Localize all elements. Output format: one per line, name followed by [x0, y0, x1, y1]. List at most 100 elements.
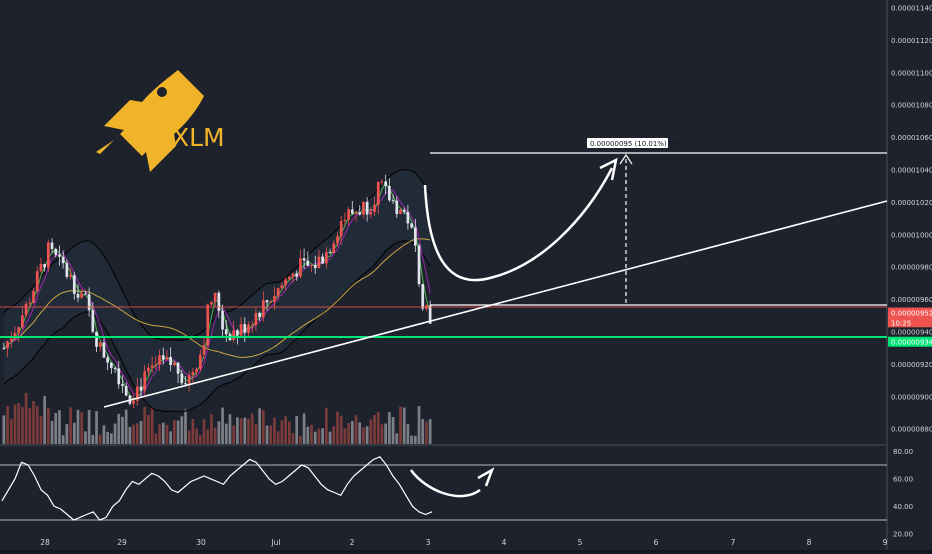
price-tick-label: 0.00000880 — [891, 426, 932, 434]
volume-bar — [343, 428, 347, 444]
volume-bar — [102, 425, 106, 444]
volume-bar — [339, 415, 343, 444]
volume-bar — [202, 419, 206, 444]
candle-body — [254, 312, 258, 325]
candle-body — [191, 371, 195, 376]
volume-bar — [9, 418, 13, 444]
volume-bar — [369, 419, 373, 444]
volume-bar — [365, 426, 369, 444]
candle-body — [291, 273, 295, 277]
price-tick-label: 0.00000940 — [891, 329, 932, 337]
volume-bar — [91, 434, 95, 444]
candle-body — [336, 236, 339, 244]
price-tick-label: 0.00001100 — [891, 69, 932, 77]
candle-body — [280, 285, 284, 289]
logo-text: XLM — [172, 123, 225, 152]
volume-bar — [428, 419, 432, 444]
candle-body — [2, 348, 6, 350]
price-badge — [888, 336, 932, 347]
candle-body — [28, 302, 32, 304]
candle-body — [395, 200, 399, 215]
candle-body — [117, 368, 121, 385]
volume-bar — [395, 433, 399, 444]
rsi-axis: 80.00 60.00 40.00 20.00 — [893, 448, 913, 539]
volume-bar — [206, 429, 210, 444]
candle-body — [210, 301, 213, 305]
volume-bar — [243, 417, 247, 444]
volume-bar — [50, 420, 54, 444]
candle-body — [169, 356, 173, 366]
candle-body — [384, 181, 388, 186]
candle-body — [428, 305, 432, 324]
candle-body — [402, 209, 406, 212]
candle-body — [32, 291, 35, 303]
volume-bar — [295, 415, 299, 444]
volume-bar — [247, 418, 250, 444]
candle-body — [76, 293, 80, 298]
candle-body — [354, 212, 358, 214]
candle-body — [102, 342, 106, 358]
volume-bar — [158, 424, 161, 444]
volume-bar — [28, 408, 32, 444]
candle-body — [176, 362, 180, 374]
volume-bar — [358, 422, 362, 444]
time-tick-label: 5 — [578, 538, 583, 547]
volume-bar — [113, 423, 117, 444]
candle-body — [184, 383, 187, 385]
time-tick-label: 9 — [883, 538, 888, 547]
candle-body — [347, 209, 350, 220]
candle-body — [376, 182, 380, 205]
candle-body — [410, 223, 413, 228]
volume-bar — [280, 420, 284, 444]
volume-bar — [95, 411, 98, 444]
candle-body — [421, 284, 425, 309]
volume-bar — [236, 417, 239, 444]
candle-body — [180, 373, 184, 384]
volume-bar — [258, 408, 261, 444]
time-tick-label: 4 — [502, 538, 507, 547]
volume-bar — [321, 428, 324, 444]
candle-body — [173, 362, 176, 366]
time-tick-label: 8 — [807, 538, 812, 547]
candle-body — [35, 271, 39, 292]
candle-body — [317, 256, 321, 269]
volume-bar — [406, 424, 410, 444]
volume-bar — [287, 421, 291, 444]
volume-bar — [302, 413, 306, 444]
candle-body — [72, 275, 76, 294]
volume-bar — [184, 408, 187, 444]
candle-body — [198, 354, 202, 369]
volume-bar — [388, 412, 391, 444]
candle-body — [365, 201, 369, 215]
candle-body — [158, 355, 161, 365]
volume-bar — [13, 404, 17, 444]
candle-body — [147, 367, 150, 372]
price-tick-label: 0.00000900 — [891, 393, 932, 401]
volume-bar — [43, 396, 46, 444]
price-badge — [888, 317, 932, 328]
candle-body — [187, 375, 191, 384]
candle-body — [310, 264, 313, 266]
volume-bar — [65, 424, 69, 444]
volume-bar — [417, 406, 421, 444]
candle-body — [43, 264, 46, 268]
candle-body — [21, 315, 24, 328]
volume-bar — [69, 407, 72, 444]
candle-body — [276, 288, 280, 296]
volume-bar — [173, 420, 176, 444]
time-tick-label: Jul — [270, 538, 280, 547]
time-tick-label: 3 — [426, 538, 431, 547]
price-badge-label: 10:25 — [891, 319, 911, 327]
candle-body — [224, 329, 228, 335]
volume-bar — [313, 431, 317, 444]
volume-bar — [39, 415, 43, 444]
candle-body — [110, 362, 113, 368]
candle-body — [91, 310, 95, 332]
price-badge-label: 0.00000934 — [891, 339, 932, 347]
ascending-trendline — [103, 200, 888, 408]
candle-body — [243, 324, 247, 333]
price-tick-label: 0.00001020 — [891, 199, 932, 207]
candle-body — [61, 256, 65, 264]
